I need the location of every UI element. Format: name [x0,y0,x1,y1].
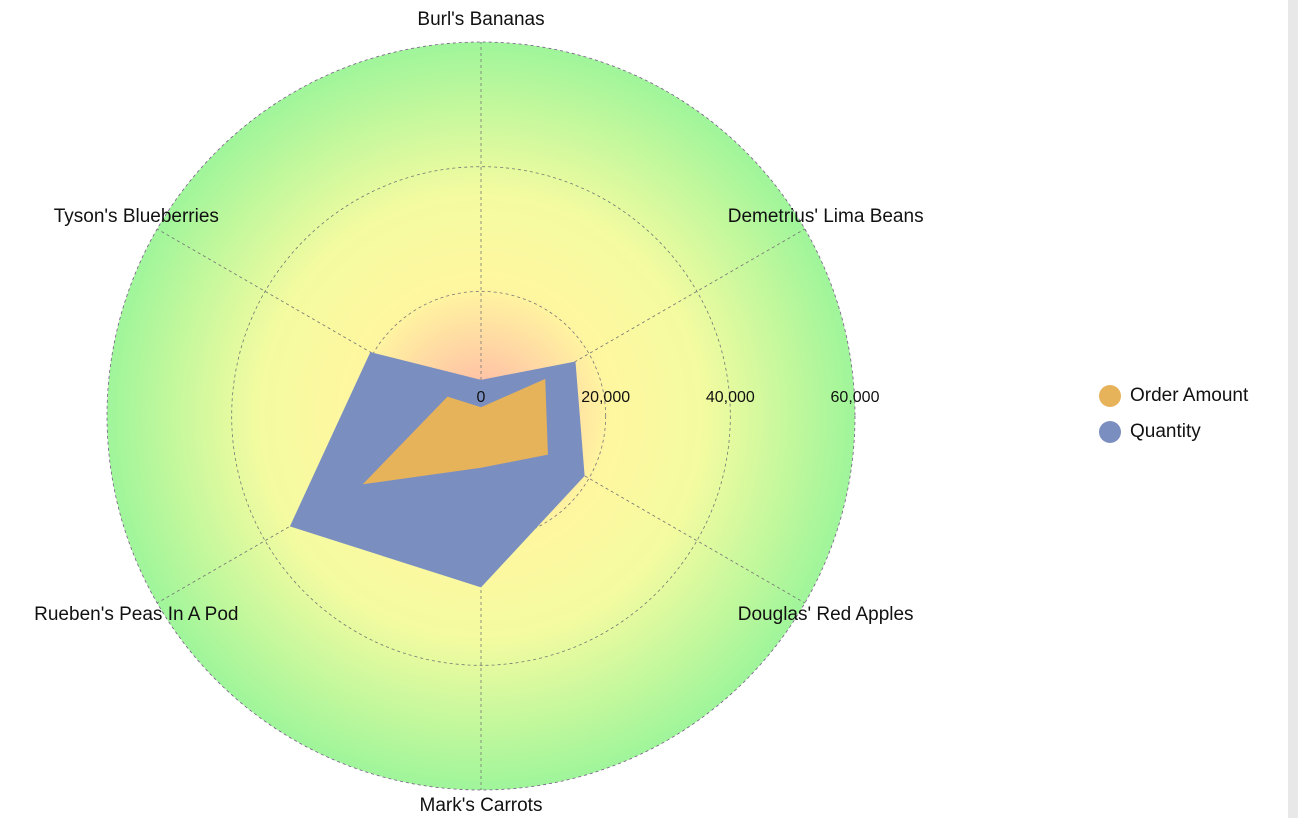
r-tick-label: 20,000 [581,389,630,406]
category-label: Demetrius' Lima Beans [728,206,924,227]
r-tick-label: 0 [477,389,486,406]
legend-swatch [1099,421,1121,443]
radar-area [362,378,548,485]
grid-ring [231,166,731,666]
legend-label: Order Amount [1130,385,1249,406]
legend-label: Quantity [1130,421,1201,442]
category-label: Burl's Bananas [417,9,544,30]
category-label: Tyson's Blueberries [54,206,219,227]
grid-ring [106,41,856,791]
category-label: Douglas' Red Apples [738,604,914,625]
scrollbar [1288,0,1298,818]
r-tick-label: 40,000 [706,389,755,406]
category-label: Mark's Carrots [420,795,543,816]
r-tick-label: 60,000 [831,389,880,406]
legend-swatch [1099,385,1121,407]
category-label: Rueben's Peas In A Pod [34,604,238,625]
